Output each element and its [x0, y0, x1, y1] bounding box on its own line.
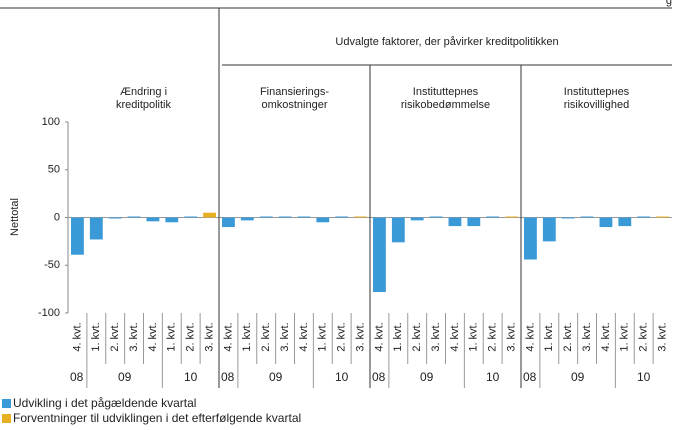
year-label: 10 [184, 370, 198, 384]
year-label: 10 [335, 370, 349, 384]
x-tick-label: 3. kvt. [505, 322, 517, 351]
bar [71, 217, 84, 255]
bar [259, 216, 273, 218]
x-tick-label: 2. kvt. [260, 322, 272, 351]
panel-title: risikobedømmelse [401, 99, 490, 111]
x-tick-label: 4. kvt. [373, 322, 385, 351]
y-tick-label: -100 [38, 307, 60, 319]
x-tick-label: 4. kvt. [222, 322, 234, 351]
x-tick-label: 4. kvt. [449, 322, 461, 351]
y-tick-label: 50 [48, 164, 60, 176]
bar [222, 217, 235, 228]
bar [373, 217, 386, 292]
panel-title: Finansierings- [260, 86, 329, 98]
bar [335, 216, 349, 218]
bar [561, 217, 575, 219]
panel-title: kreditpolitik [116, 99, 172, 111]
year-label: 09 [420, 370, 434, 384]
x-tick-label: 2. kvt. [185, 322, 197, 351]
x-tick-label: 4. kvt. [71, 322, 83, 351]
bar [618, 217, 632, 227]
bar [165, 217, 179, 223]
bar [448, 217, 462, 227]
bar [580, 216, 594, 218]
year-label: 08 [523, 370, 537, 384]
x-tick-label: 1. kvt. [317, 322, 329, 351]
panel-title: Instituttернes [413, 86, 479, 98]
x-tick-label: 3. kvt. [656, 322, 668, 351]
x-tick-label: 3. kvt. [203, 322, 215, 351]
bar [89, 217, 103, 240]
year-label: 10 [486, 370, 500, 384]
year-label: 09 [118, 370, 132, 384]
panel-title: Ændring i [120, 86, 167, 98]
bar [542, 217, 556, 242]
bar [637, 216, 651, 218]
x-tick-label: 1. kvt. [392, 322, 404, 351]
x-tick-label: 3. kvt. [430, 322, 442, 351]
header-fragment: g [666, 0, 672, 7]
x-tick-label: 2. kvt. [109, 322, 121, 351]
year-label: 08 [70, 370, 84, 384]
bar [240, 217, 254, 221]
legend-label: Udvikling i det pågældende kvartal [13, 396, 196, 410]
y-tick-label: 100 [42, 116, 60, 128]
bar [429, 216, 443, 218]
year-label: 09 [571, 370, 585, 384]
x-tick-label: 3. kvt. [279, 322, 291, 351]
year-label: 08 [221, 370, 235, 384]
year-label: 08 [372, 370, 386, 384]
legend-swatch [2, 399, 11, 408]
x-tick-label: 2. kvt. [487, 322, 499, 351]
bar [316, 217, 330, 223]
x-tick-label: 4. kvt. [600, 322, 612, 351]
x-tick-label: 1. kvt. [241, 322, 253, 351]
bar [599, 217, 613, 228]
x-tick-label: 2. kvt. [336, 322, 348, 351]
x-tick-label: 3. kvt. [581, 322, 593, 351]
year-label: 09 [269, 370, 283, 384]
x-tick-label: 2. kvt. [562, 322, 574, 351]
panel-title: risikovillighed [564, 99, 629, 111]
bar [146, 217, 160, 222]
year-label: 10 [637, 370, 651, 384]
bar [410, 217, 424, 221]
bar [505, 216, 518, 218]
bar [203, 212, 216, 218]
panel-title: Instituttернes [564, 86, 630, 98]
x-tick-label: 2. kvt. [411, 322, 423, 351]
bar [524, 217, 537, 260]
bar [467, 217, 481, 227]
x-tick-label: 1. kvt. [166, 322, 178, 351]
y-tick-label: -50 [44, 259, 60, 271]
x-tick-label: 2. kvt. [638, 322, 650, 351]
bar [184, 216, 198, 218]
x-tick-label: 3. kvt. [128, 322, 140, 351]
legend-label: Forventninger til udviklingen i det efte… [13, 411, 301, 425]
bar [297, 216, 311, 218]
bar [108, 217, 122, 219]
panel-title: omkostninger [261, 99, 327, 111]
x-tick-label: 1. kvt. [619, 322, 631, 351]
x-tick-label: 4. kvt. [147, 322, 159, 351]
bar [391, 217, 405, 243]
x-tick-label: 1. kvt. [468, 322, 480, 351]
bar [486, 216, 500, 218]
x-tick-label: 3. kvt. [354, 322, 366, 351]
x-tick-label: 4. kvt. [298, 322, 310, 351]
x-tick-label: 4. kvt. [524, 322, 536, 351]
y-axis-label: Nettotal [9, 198, 21, 236]
bar [127, 216, 141, 218]
bar [354, 216, 367, 218]
bar [656, 216, 669, 218]
y-tick-label: 0 [54, 211, 60, 223]
legend-swatch [2, 414, 11, 423]
x-tick-label: 1. kvt. [90, 322, 102, 351]
bar [278, 216, 292, 218]
x-tick-label: 1. kvt. [543, 322, 555, 351]
group-header: Udvalgte faktorer, der påvirker kreditpo… [335, 36, 558, 48]
